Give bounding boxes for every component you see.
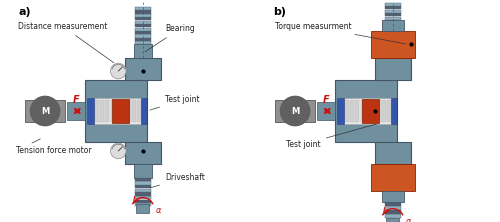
FancyBboxPatch shape <box>377 100 381 122</box>
FancyBboxPatch shape <box>134 44 152 58</box>
FancyBboxPatch shape <box>385 6 400 9</box>
Text: M: M <box>41 107 49 115</box>
FancyBboxPatch shape <box>362 99 380 123</box>
FancyBboxPatch shape <box>382 191 404 202</box>
FancyBboxPatch shape <box>135 31 150 34</box>
FancyBboxPatch shape <box>382 20 404 31</box>
FancyBboxPatch shape <box>385 13 400 16</box>
FancyBboxPatch shape <box>138 100 141 122</box>
Text: Tension force motor: Tension force motor <box>16 147 92 155</box>
Text: Distance measurement: Distance measurement <box>18 22 114 63</box>
FancyBboxPatch shape <box>382 100 386 122</box>
Circle shape <box>30 96 60 126</box>
FancyBboxPatch shape <box>122 100 126 122</box>
Text: Test joint: Test joint <box>286 124 377 149</box>
FancyBboxPatch shape <box>135 178 150 181</box>
Text: F: F <box>323 95 330 105</box>
Text: b): b) <box>273 7 286 17</box>
FancyBboxPatch shape <box>385 206 400 210</box>
FancyBboxPatch shape <box>388 100 392 122</box>
Text: a): a) <box>18 7 31 17</box>
Text: Driveshaft: Driveshaft <box>150 173 205 188</box>
Text: F: F <box>73 95 80 105</box>
Circle shape <box>110 143 126 159</box>
FancyBboxPatch shape <box>135 34 150 38</box>
FancyBboxPatch shape <box>127 100 131 122</box>
FancyBboxPatch shape <box>100 100 104 122</box>
FancyBboxPatch shape <box>135 7 150 10</box>
FancyBboxPatch shape <box>335 80 397 142</box>
FancyBboxPatch shape <box>385 210 400 214</box>
FancyBboxPatch shape <box>385 214 400 218</box>
FancyBboxPatch shape <box>385 10 400 13</box>
FancyBboxPatch shape <box>386 218 400 222</box>
FancyBboxPatch shape <box>140 98 147 124</box>
FancyBboxPatch shape <box>135 200 150 203</box>
FancyBboxPatch shape <box>375 142 410 164</box>
FancyBboxPatch shape <box>88 98 94 124</box>
FancyBboxPatch shape <box>372 100 376 122</box>
FancyBboxPatch shape <box>338 98 395 124</box>
FancyBboxPatch shape <box>350 100 354 122</box>
FancyBboxPatch shape <box>135 196 150 199</box>
FancyBboxPatch shape <box>385 17 400 20</box>
FancyBboxPatch shape <box>132 100 136 122</box>
FancyBboxPatch shape <box>125 58 160 80</box>
FancyBboxPatch shape <box>135 38 150 41</box>
FancyBboxPatch shape <box>370 164 415 191</box>
FancyBboxPatch shape <box>90 100 94 122</box>
FancyBboxPatch shape <box>361 100 365 122</box>
FancyBboxPatch shape <box>390 98 397 124</box>
Circle shape <box>280 96 310 126</box>
Text: Swivel motor: Swivel motor <box>0 221 1 222</box>
FancyBboxPatch shape <box>370 31 415 58</box>
FancyBboxPatch shape <box>366 100 370 122</box>
FancyBboxPatch shape <box>135 21 150 24</box>
FancyBboxPatch shape <box>112 99 130 123</box>
FancyBboxPatch shape <box>136 204 149 213</box>
FancyBboxPatch shape <box>68 102 85 120</box>
FancyBboxPatch shape <box>88 98 145 124</box>
FancyBboxPatch shape <box>375 58 410 80</box>
FancyBboxPatch shape <box>135 182 150 185</box>
Text: Test joint: Test joint <box>150 95 200 110</box>
FancyBboxPatch shape <box>135 24 150 27</box>
Text: Bearing: Bearing <box>145 24 194 52</box>
FancyBboxPatch shape <box>85 80 147 142</box>
FancyBboxPatch shape <box>135 10 150 14</box>
FancyBboxPatch shape <box>25 100 65 122</box>
FancyBboxPatch shape <box>318 102 335 120</box>
FancyBboxPatch shape <box>135 41 150 44</box>
FancyBboxPatch shape <box>338 98 344 124</box>
FancyBboxPatch shape <box>135 185 150 188</box>
FancyBboxPatch shape <box>125 142 160 164</box>
FancyBboxPatch shape <box>345 100 349 122</box>
FancyBboxPatch shape <box>135 28 150 31</box>
FancyBboxPatch shape <box>385 2 400 6</box>
FancyBboxPatch shape <box>356 100 360 122</box>
FancyBboxPatch shape <box>95 100 99 122</box>
FancyBboxPatch shape <box>385 202 400 206</box>
Text: α: α <box>156 206 162 215</box>
FancyBboxPatch shape <box>135 192 150 196</box>
FancyBboxPatch shape <box>340 100 344 122</box>
FancyBboxPatch shape <box>134 164 152 178</box>
Text: α: α <box>406 217 411 222</box>
FancyBboxPatch shape <box>106 100 110 122</box>
FancyBboxPatch shape <box>135 14 150 17</box>
FancyBboxPatch shape <box>111 100 115 122</box>
Text: Torque measurment: Torque measurment <box>275 22 406 44</box>
FancyBboxPatch shape <box>135 189 150 192</box>
FancyBboxPatch shape <box>275 100 315 122</box>
Circle shape <box>110 63 126 79</box>
FancyBboxPatch shape <box>135 17 150 20</box>
FancyBboxPatch shape <box>135 203 150 206</box>
FancyBboxPatch shape <box>116 100 120 122</box>
Text: M: M <box>291 107 299 115</box>
